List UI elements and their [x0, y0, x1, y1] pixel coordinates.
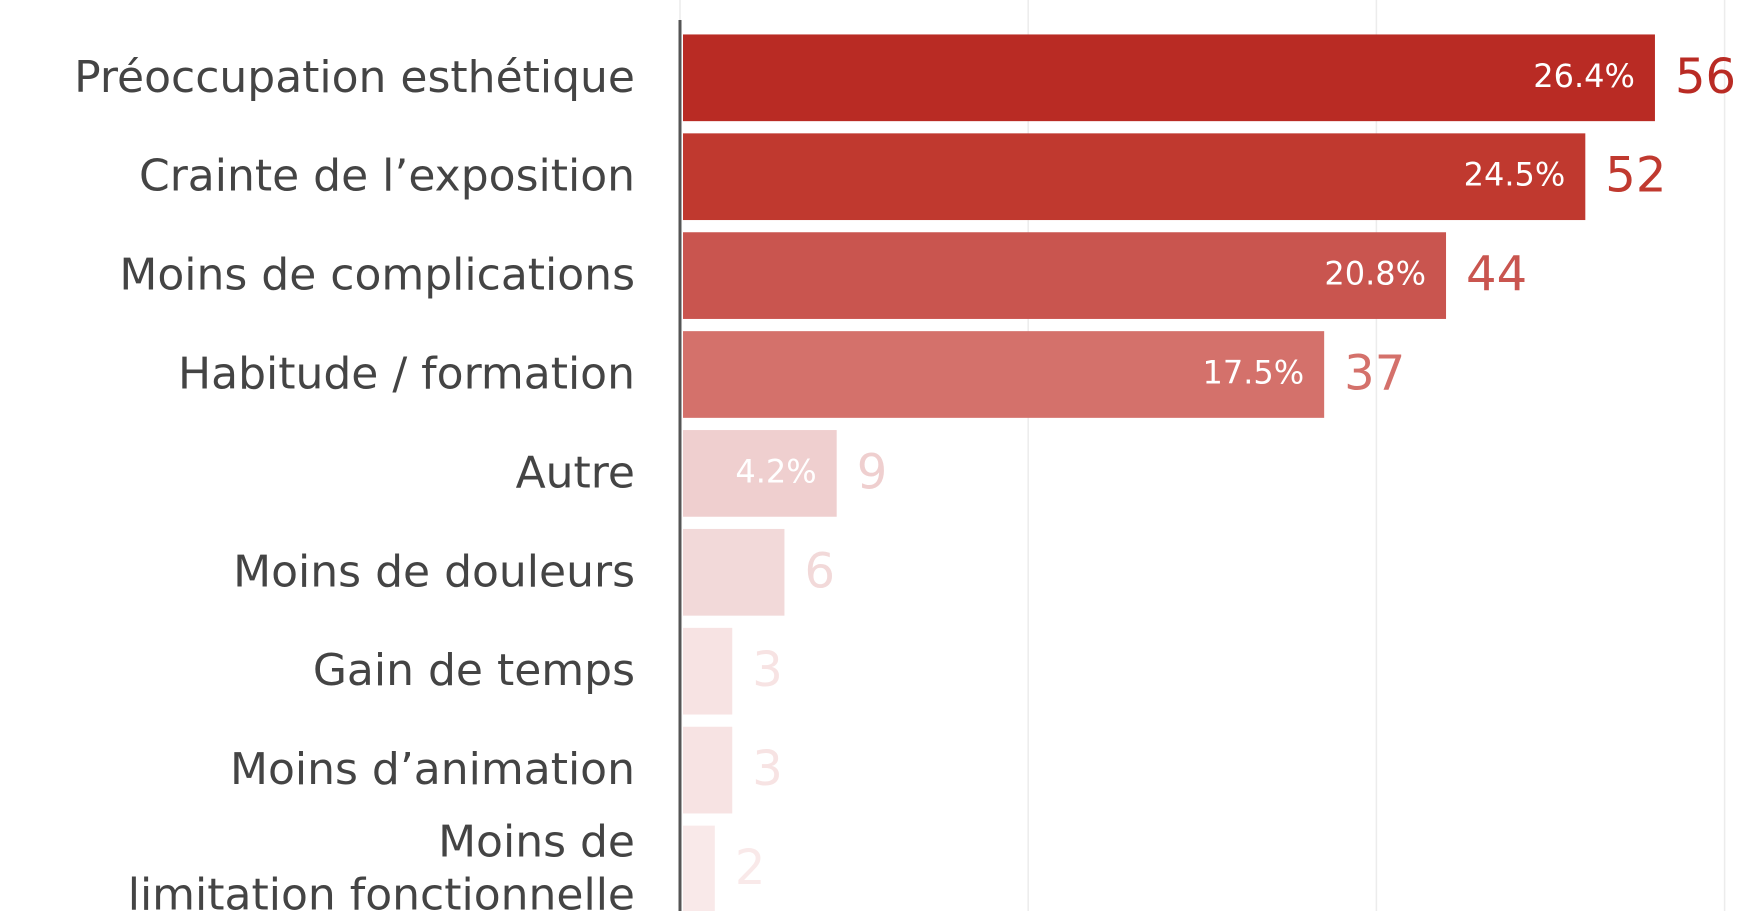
- value-label: 56: [1675, 49, 1736, 105]
- category-label: Moins d’animation: [230, 744, 635, 795]
- percent-label: 4.2%: [735, 452, 816, 490]
- bar: [683, 34, 1655, 122]
- bar: [683, 528, 785, 616]
- percent-label: 20.8%: [1324, 255, 1426, 293]
- bar: [683, 430, 837, 517]
- bar: [683, 133, 1586, 221]
- category-label: Moins de complications: [119, 250, 635, 301]
- value-label: 9: [857, 444, 888, 500]
- value-label: 44: [1466, 247, 1527, 303]
- percent-label: 26.4%: [1533, 57, 1635, 95]
- value-label: 37: [1344, 346, 1405, 402]
- category-label: Moins de douleurs: [233, 546, 635, 597]
- bar: [683, 331, 1325, 418]
- category-label: Préoccupation esthétique: [74, 52, 635, 103]
- category-label: Autre: [516, 447, 635, 498]
- bar: [683, 627, 733, 715]
- bar: [683, 232, 1447, 319]
- bar: [683, 726, 733, 814]
- category-label: Moins de limitation fonctionnelle: [128, 817, 635, 911]
- percent-label: 24.5%: [1464, 156, 1566, 194]
- bar: [683, 825, 715, 911]
- value-label: 3: [752, 741, 783, 797]
- value-label: 3: [752, 642, 783, 698]
- category-label: Crainte de l’exposition: [139, 151, 635, 202]
- category-label: Gain de temps: [313, 645, 635, 696]
- percent-label: 17.5%: [1203, 354, 1305, 392]
- value-label: 2: [735, 840, 766, 896]
- category-label: Habitude / formation: [178, 349, 635, 400]
- value-label: 52: [1605, 148, 1666, 204]
- value-label: 6: [804, 543, 835, 599]
